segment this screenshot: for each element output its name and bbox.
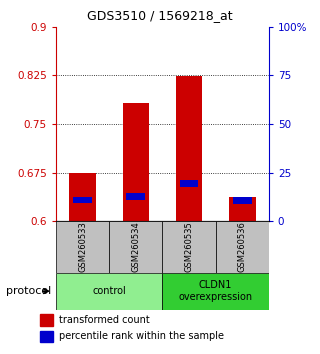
Text: GSM260533: GSM260533 [78,222,87,272]
Bar [56,221,109,273]
Text: CLDN1
overexpression: CLDN1 overexpression [179,280,253,302]
Text: control: control [92,286,126,296]
Bar [69,172,96,221]
Bar [216,221,269,273]
Bar [163,273,269,310]
Bar [40,331,53,342]
Bar [163,221,216,273]
Text: GDS3510 / 1569218_at: GDS3510 / 1569218_at [87,9,233,22]
Text: protocol: protocol [6,286,52,296]
Bar [109,221,162,273]
Text: GSM260534: GSM260534 [131,222,140,272]
Bar [73,196,92,203]
Text: GSM260536: GSM260536 [238,222,247,272]
Bar [233,197,252,204]
Bar [40,314,53,326]
Bar [180,180,198,187]
Bar [56,273,163,310]
Text: percentile rank within the sample: percentile rank within the sample [59,331,224,341]
Text: transformed count: transformed count [59,315,149,325]
Bar [126,193,145,200]
Bar [229,196,255,221]
Bar [176,76,202,221]
Bar [123,103,149,221]
Text: GSM260535: GSM260535 [185,222,194,272]
